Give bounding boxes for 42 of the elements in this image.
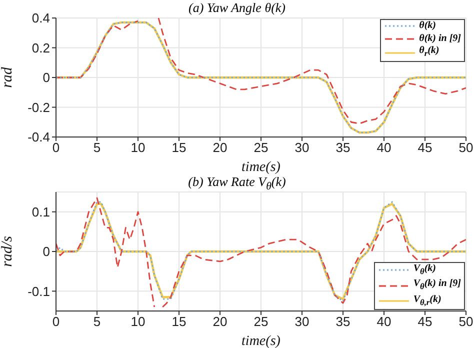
x-axis-title: time(s) — [242, 160, 281, 175]
y-tick-label: 0.2 — [32, 40, 50, 56]
x-tick-label: 50 — [458, 140, 474, 156]
x-tick-label: 30 — [294, 314, 310, 330]
legend-label: V$_{θ,r}$(k) — [413, 294, 442, 308]
chart-title: (b) Yaw Rate V$_{θ}$(k) — [188, 174, 286, 193]
x-tick-label: 30 — [294, 140, 310, 156]
x-tick-label: 40 — [376, 140, 392, 156]
x-axis-title: time(s) — [242, 334, 281, 348]
x-tick-label: 25 — [254, 140, 268, 156]
y-axis-title: rad/s — [0, 236, 16, 267]
x-tick-label: 25 — [254, 314, 268, 330]
legend-label: θ(k) in [9] — [419, 32, 461, 45]
x-tick-label: 35 — [336, 314, 350, 330]
x-tick-label: 5 — [93, 140, 101, 156]
y-axis-title: rad — [0, 66, 16, 88]
x-tick-label: 40 — [376, 314, 392, 330]
legend-label: V$_{θ}$(k) — [413, 262, 436, 278]
x-tick-label: 15 — [172, 140, 186, 156]
legend-label: θ(k) — [419, 20, 436, 32]
y-tick-label: -0.2 — [28, 100, 50, 115]
x-tick-label: 10 — [130, 314, 146, 330]
y-tick-label: 0.1 — [32, 204, 50, 220]
y-tick-label: -0.1 — [28, 284, 50, 299]
legend-label: θ$_{r}$(k) — [419, 45, 440, 60]
x-tick-label: 45 — [418, 140, 432, 156]
x-tick-label: 20 — [212, 314, 228, 330]
y-tick-label: 0 — [42, 70, 50, 86]
y-tick-label: -0.4 — [28, 130, 50, 145]
x-tick-label: 15 — [172, 314, 186, 330]
x-tick-label: 20 — [212, 140, 228, 156]
legend-label: V$_{θ}$(k) in [9] — [413, 278, 461, 293]
x-tick-label: 0 — [52, 314, 60, 330]
y-tick-label: 0.4 — [32, 10, 50, 26]
x-tick-label: 5 — [93, 314, 101, 330]
x-tick-label: 35 — [336, 140, 350, 156]
x-tick-label: 45 — [418, 314, 432, 330]
x-tick-label: 10 — [130, 140, 146, 156]
x-tick-label: 50 — [458, 314, 474, 330]
y-tick-label: 0 — [42, 244, 50, 260]
x-tick-label: 0 — [52, 140, 60, 156]
chart-title: (a) Yaw Angle θ(k) — [188, 0, 286, 15]
